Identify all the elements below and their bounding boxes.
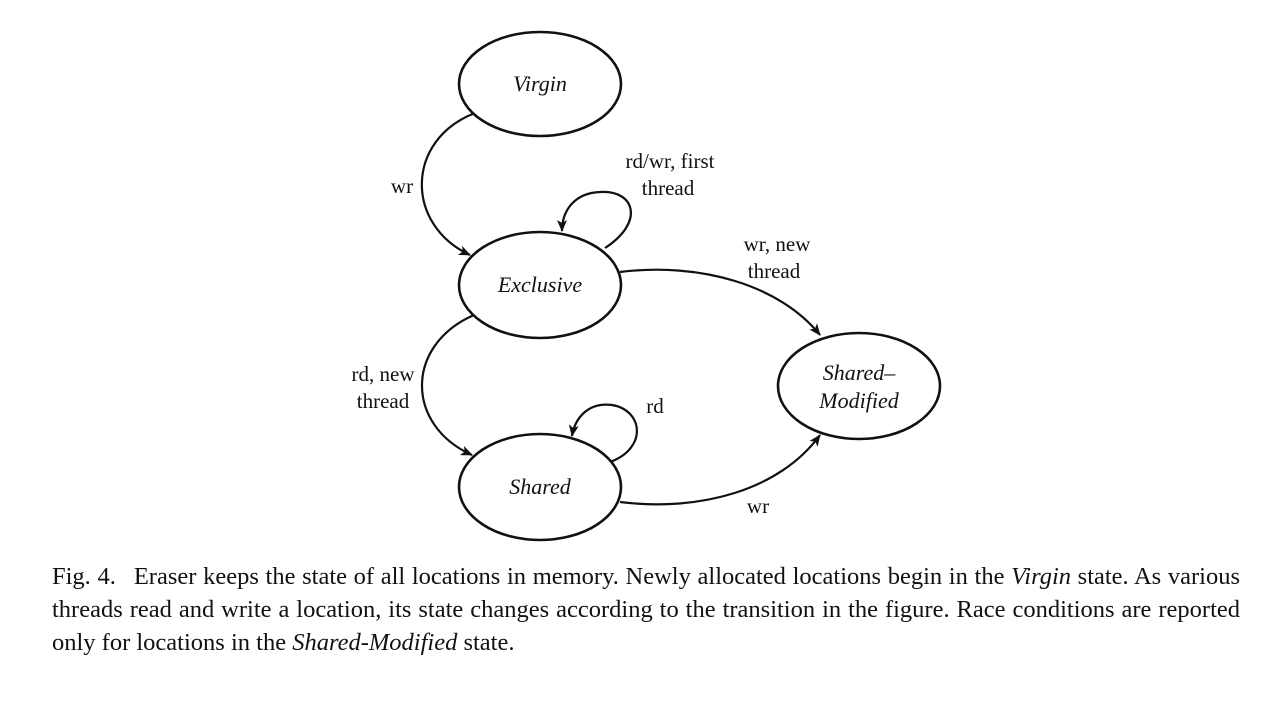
caption-virgin-term: Virgin (1011, 563, 1071, 590)
state-shared-modified-label-line1: Shared– (823, 360, 897, 385)
edge-shared-to-shared-modified (619, 434, 821, 506)
label-exclusive-to-shared-line1: rd, new (352, 362, 416, 386)
state-virgin: Virgin (457, 30, 623, 138)
edge-virgin-to-exclusive (420, 111, 476, 256)
caption-shared-modified-term: Shared-Modified (292, 629, 458, 656)
state-diagram: Virgin Exclusive Shared Shared– Modified… (352, 30, 942, 542)
label-shared-to-shared-modified: wr (747, 494, 769, 518)
figure-caption: Fig. 4. Eraser keeps the state of all loc… (52, 560, 1240, 659)
label-exclusive-self-line2: thread (642, 176, 695, 200)
edge-shared-self-loop (568, 403, 638, 464)
state-shared-modified-label-line2: Modified (818, 388, 899, 413)
state-virgin-label: Virgin (513, 71, 567, 96)
state-exclusive-label: Exclusive (497, 272, 583, 297)
edge-exclusive-self-loop (557, 190, 632, 249)
caption-text-part1: Eraser keeps the state of all locations … (133, 563, 1012, 590)
caption-text-part2: state. As various threads read and write… (52, 563, 1240, 656)
caption-text-part3: state. (457, 629, 515, 656)
state-shared-label: Shared (509, 474, 572, 499)
state-shared: Shared (457, 432, 623, 542)
state-exclusive: Exclusive (457, 230, 623, 340)
label-exclusive-self-line1: rd/wr, first (626, 149, 715, 173)
label-virgin-to-exclusive: wr (391, 174, 413, 198)
label-shared-self: rd (646, 394, 664, 418)
figure-number: Fig. 4. (52, 563, 116, 590)
label-exclusive-to-shared-line2: thread (357, 389, 410, 413)
state-shared-modified: Shared– Modified (776, 331, 942, 441)
edge-exclusive-to-shared (420, 313, 475, 457)
label-exclusive-to-shared-modified-line1: wr, new (744, 232, 812, 256)
edge-exclusive-to-shared-modified (619, 268, 821, 336)
label-exclusive-to-shared-modified-line2: thread (748, 259, 801, 283)
